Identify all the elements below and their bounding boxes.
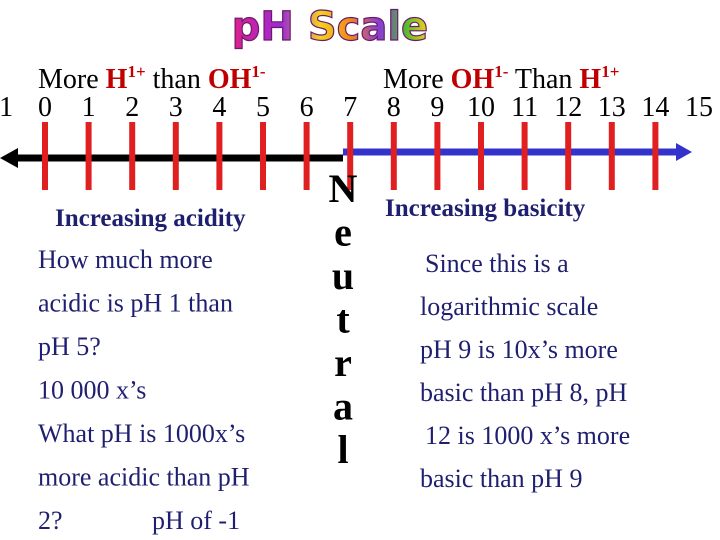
scale-number: 15: [685, 92, 713, 123]
neutral-letter: t: [336, 297, 350, 342]
ion: OH: [208, 64, 252, 95]
neutral-letter: N: [329, 166, 358, 211]
scale-number: 3: [169, 92, 183, 123]
title: pH Scale: [232, 4, 428, 50]
neutral-letter: r: [334, 340, 352, 385]
scale-number: -1: [0, 92, 13, 123]
scale-number: 6: [300, 92, 314, 123]
explanation-line: basic than pH 8, pH: [420, 378, 627, 407]
explanation-line: pH 9 is 10x’s more: [420, 335, 618, 364]
scale-number: 11: [511, 92, 538, 123]
neutral-letter: l: [337, 427, 348, 472]
neutral-letter: a: [333, 384, 353, 429]
question-line: What pH is 1000x’s: [38, 419, 245, 448]
arrowhead: [0, 148, 18, 168]
scale-number: 8: [387, 92, 401, 123]
acid-label: Increasing acidity: [55, 205, 246, 232]
text: than: [146, 64, 208, 95]
explanation-line: logarithmic scale: [420, 292, 598, 321]
charge: 1-: [251, 62, 266, 81]
explanation-line: 12 is 1000 x’s more: [425, 421, 630, 450]
explanation-line: basic than pH 9: [420, 464, 582, 493]
question-line: 10 000 x’s: [38, 376, 146, 405]
scale-number: 1: [82, 92, 96, 123]
scale-number: 4: [212, 92, 226, 123]
arrowhead: [676, 143, 692, 161]
scale-number: 14: [641, 92, 669, 123]
ion: OH: [451, 64, 495, 95]
scale-number: 5: [256, 92, 270, 123]
neutral-letter: u: [332, 253, 354, 298]
left-heading: More H1+ than OH1-: [38, 62, 266, 95]
text: Than: [508, 64, 579, 95]
charge: 1-: [494, 62, 509, 81]
charge: 1+: [127, 62, 145, 81]
question-line: acidic is pH 1 than: [38, 289, 233, 318]
scale-number: 13: [598, 92, 626, 123]
question-line: pH 5?: [38, 332, 101, 361]
text: More: [383, 64, 451, 95]
scale-number: 0: [38, 92, 52, 123]
text: More: [38, 64, 106, 95]
answer: pH of -1: [152, 506, 240, 535]
neutral-letter: e: [334, 210, 352, 255]
explanation-line: Since this is a: [425, 249, 569, 278]
scale-number: 7: [343, 92, 357, 123]
scale-number: 2: [125, 92, 139, 123]
scale-number: 9: [430, 92, 444, 123]
question-line: How much more: [38, 245, 213, 274]
ion: H: [106, 64, 128, 95]
base-label: Increasing basicity: [385, 195, 586, 222]
question-line: more acidic than pH: [38, 463, 250, 492]
charge: 1+: [601, 62, 619, 81]
scale-number: 10: [467, 92, 495, 123]
scale-number: 12: [554, 92, 582, 123]
question-line: 2?: [38, 506, 63, 535]
right-heading: More OH1- Than H1+: [383, 62, 619, 95]
ion: H: [579, 64, 601, 95]
